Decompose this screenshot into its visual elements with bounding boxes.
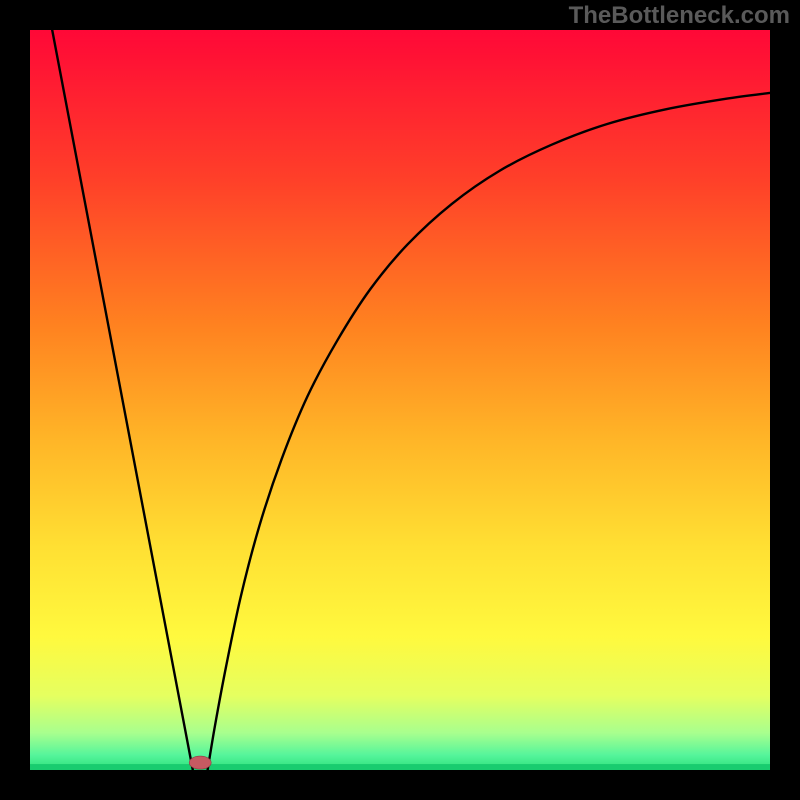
chart-frame: TheBottleneck.com <box>0 0 800 800</box>
gradient-fill <box>30 30 770 770</box>
bottom-strip <box>30 764 770 770</box>
watermark-text: TheBottleneck.com <box>569 2 790 30</box>
vertex-marker <box>189 756 211 769</box>
plot-area <box>30 30 770 770</box>
gradient-and-curve-svg <box>30 30 770 770</box>
